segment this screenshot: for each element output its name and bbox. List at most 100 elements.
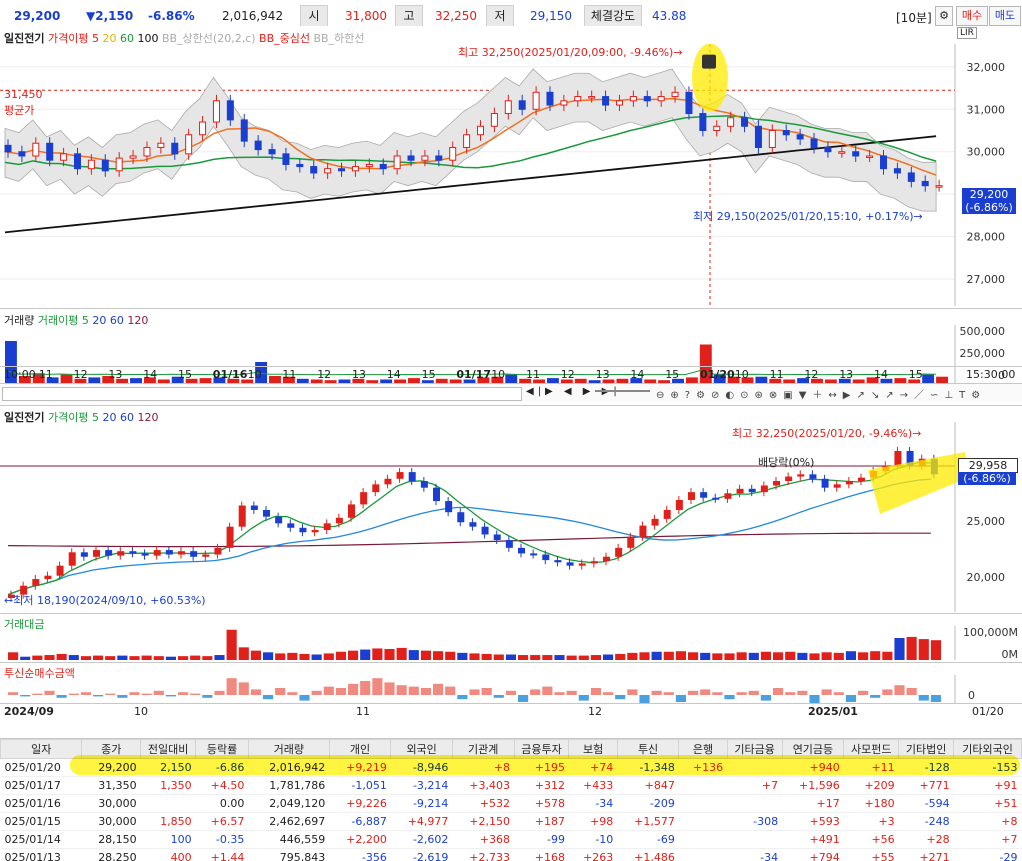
table-cell: -99 (514, 831, 569, 849)
table-cell: +51 (954, 795, 1022, 813)
table-cell: 1,850 (141, 813, 196, 831)
chart2-candle (615, 548, 622, 557)
chart2-candle (469, 522, 476, 526)
table-cell: 025/01/16 (1, 795, 82, 813)
settings-gear-icon[interactable]: ⚙ (935, 6, 953, 26)
table-cell: 28,150 (82, 831, 141, 849)
amount-bar (166, 657, 176, 660)
chart2-candle (81, 552, 88, 556)
chart2-candle (457, 512, 464, 522)
chart2-candle (712, 498, 719, 500)
chart1-candle (603, 97, 609, 105)
chart2-high-annotation: 최고 32,250(2025/01/20, -9.46%)→ (732, 425, 921, 441)
trust-bar (554, 692, 564, 695)
trust-bar (591, 688, 601, 695)
chart1-price-tag-value: 29,200 (962, 188, 1016, 201)
current-price: 29,200 (14, 9, 60, 23)
chart1-candle (519, 101, 525, 109)
amount-bar (214, 655, 224, 660)
x-tick: 15 (178, 368, 192, 381)
x-tick: 11 (526, 368, 540, 381)
amount-bar (469, 653, 479, 660)
price-change-pct: -6.86% (148, 9, 195, 23)
chart1-candle (74, 154, 80, 169)
trust-bar (57, 695, 67, 698)
chart1-candle (686, 92, 692, 113)
amount-y-tick: 0M (1002, 648, 1019, 661)
trust-bar (32, 694, 42, 695)
x-tick: 10 (491, 368, 505, 381)
x2-tick-end: 01/20 (972, 705, 1004, 718)
amount-bar (591, 655, 601, 660)
high-label: 고 (395, 5, 423, 27)
trust-net-buy-chart: 0 (0, 675, 1022, 703)
trust-bar (299, 695, 309, 701)
x-tick: 10 (248, 368, 262, 381)
chart1-lir-toggle[interactable]: LIR (957, 27, 977, 39)
amount-bar (530, 655, 540, 660)
trust-bar (870, 695, 880, 698)
trust-bar (263, 695, 273, 699)
amount-bar (627, 653, 637, 660)
chart2-candle (105, 550, 112, 556)
table-cell: 0.00 (196, 795, 249, 813)
chart1-tool-icons[interactable]: ⊖⊕?⚙⊘◐⊙⊛⊗▣▼＋↔▶↗↘↗→／∽⊥T⚙ (656, 386, 986, 401)
trust-bar (44, 691, 54, 695)
chart2-y-tick: 25,000 (967, 515, 1006, 528)
chart2-price-tag-value: 29,958 (959, 459, 1017, 472)
amount-bar (32, 656, 42, 660)
chart1-candle (908, 173, 914, 181)
amount-bar (785, 652, 795, 660)
trust-bar (214, 691, 224, 695)
amount-bar (299, 654, 309, 660)
chart1-scroll-toolbar[interactable]: ◀|▶ ◀ ▶ ▶| ⊖⊕?⚙⊘◐⊙⊛⊗▣▼＋↔▶↗↘↗→／∽⊥T⚙ (0, 383, 1022, 402)
avg-price-value: 31,450 (4, 88, 43, 101)
chart2-candle (251, 506, 258, 510)
x2-tick: 10 (134, 705, 148, 718)
trust-bar (251, 689, 261, 695)
table-cell: +3 (844, 813, 899, 831)
chart1-candle (547, 92, 553, 105)
chart2-candle (336, 518, 343, 524)
chart2-candle (482, 527, 489, 535)
x-tick: 14 (387, 368, 401, 381)
buy-button[interactable]: 매수 (956, 6, 988, 26)
trust-bar (227, 678, 237, 695)
chart2-candle (603, 557, 610, 561)
chart1-scrollbar[interactable] (2, 387, 522, 401)
x-tick: 12 (804, 368, 818, 381)
chart1-zoom-slider[interactable] (595, 390, 650, 392)
chart1-candle (505, 101, 511, 114)
chart2-candle (591, 561, 598, 563)
trust-net-buy-panel: 투신순매수금액 0 (0, 662, 1022, 703)
trust-bar (664, 692, 674, 695)
table-cell: 400 (141, 849, 196, 861)
table-cell: +312 (514, 777, 569, 795)
chart1-candle (422, 156, 428, 160)
strength-value: 43.88 (652, 9, 686, 23)
table-cell: +91 (954, 777, 1022, 795)
table-header-cell[interactable]: 일자 (1, 740, 82, 759)
chart2-candle (129, 551, 136, 553)
chart2-candle (652, 519, 659, 526)
chart1-candle (839, 152, 845, 154)
interval-selector[interactable]: [10분] (896, 9, 932, 26)
amount-bar (8, 652, 18, 660)
amount-bar (69, 655, 79, 660)
chart1-candle (380, 164, 386, 168)
x-tick: 11 (282, 368, 296, 381)
trust-bar (445, 687, 455, 695)
amount-bar (554, 655, 564, 660)
x-tick: 10 (735, 368, 749, 381)
trust-bar (518, 695, 528, 702)
amount-bar (202, 656, 212, 660)
chart1-candle (589, 97, 595, 99)
sell-button[interactable]: 매도 (989, 6, 1021, 26)
